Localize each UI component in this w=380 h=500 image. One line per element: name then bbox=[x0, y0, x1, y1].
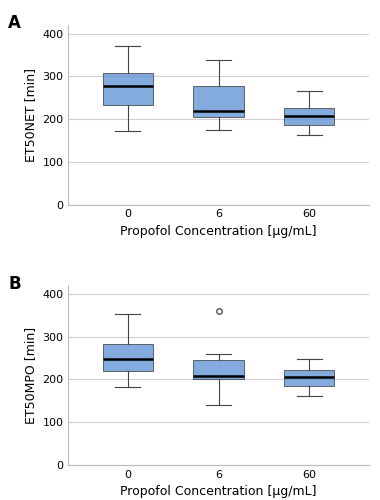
X-axis label: Propofol Concentration [µg/mL]: Propofol Concentration [µg/mL] bbox=[120, 225, 317, 238]
PathPatch shape bbox=[193, 360, 244, 380]
Text: A: A bbox=[8, 14, 21, 32]
PathPatch shape bbox=[285, 108, 334, 126]
Y-axis label: ET50NET [min]: ET50NET [min] bbox=[24, 68, 37, 162]
PathPatch shape bbox=[103, 344, 152, 371]
PathPatch shape bbox=[193, 86, 244, 117]
PathPatch shape bbox=[285, 370, 334, 386]
PathPatch shape bbox=[103, 73, 152, 106]
X-axis label: Propofol Concentration [µg/mL]: Propofol Concentration [µg/mL] bbox=[120, 486, 317, 498]
Text: B: B bbox=[8, 274, 21, 292]
Y-axis label: ET50MPO [min]: ET50MPO [min] bbox=[24, 326, 37, 424]
